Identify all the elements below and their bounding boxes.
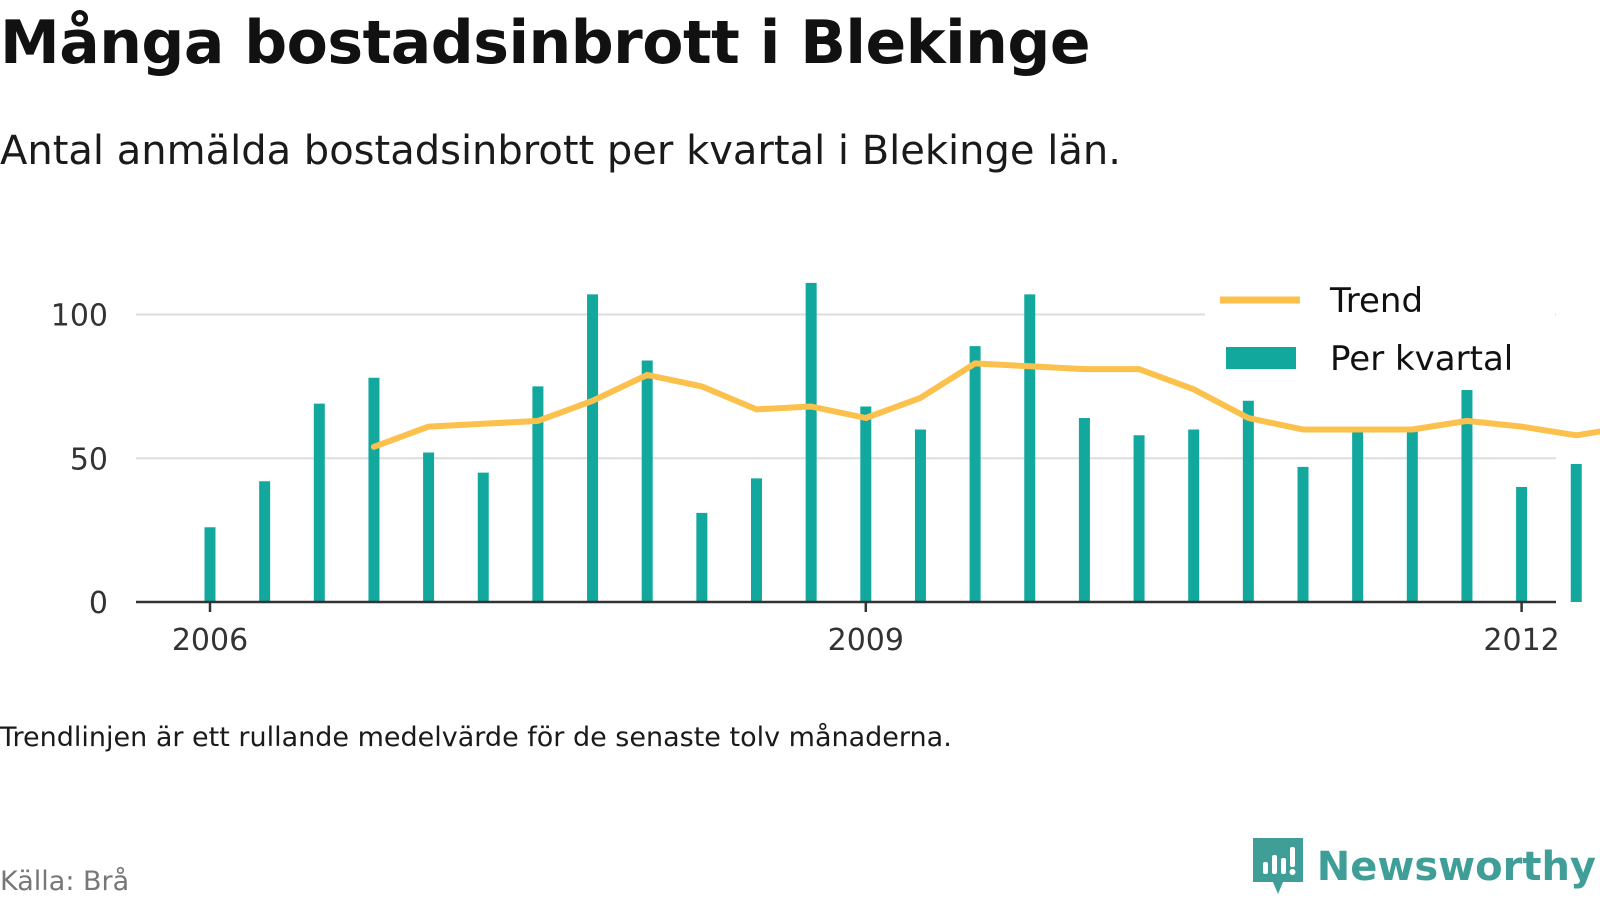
bar: [1516, 487, 1528, 602]
bar: [641, 360, 653, 602]
legend-label-bars: Per kvartal: [1330, 339, 1513, 379]
bar: [532, 386, 544, 602]
x-tick-label: 2009: [828, 623, 904, 658]
bar-series: [204, 282, 1582, 602]
bar: [751, 478, 762, 602]
bar: [259, 481, 271, 602]
brand-logo[interactable]: Newsworthy: [1252, 838, 1596, 896]
bar: [1352, 429, 1364, 602]
chart-subtitle: Antal anmälda bostadsinbrott per kvartal…: [0, 128, 1121, 174]
y-tick-label: 50: [70, 442, 108, 477]
x-tick-label: 2006: [172, 623, 248, 658]
bar: [696, 512, 708, 602]
bar: [1188, 429, 1200, 602]
bar: [805, 282, 817, 602]
bar: [477, 472, 489, 602]
brand-name: Newsworthy: [1316, 844, 1596, 890]
bar: [1242, 400, 1254, 602]
trend-series: [370, 360, 1600, 450]
bar: [1461, 372, 1473, 602]
newsworthy-logo-icon: [1252, 838, 1303, 894]
y-tick-label: 0: [89, 586, 108, 621]
bar: [1133, 435, 1145, 602]
bar: [1406, 429, 1418, 602]
bar: [1024, 294, 1036, 602]
bar: [587, 294, 599, 602]
bar: [313, 403, 325, 602]
x-tick-label: 2012: [1483, 623, 1559, 658]
bar: [1078, 418, 1090, 602]
trend-line: [370, 360, 1600, 450]
legend: Trend Per kvartal: [1205, 278, 1555, 390]
bar: [204, 527, 216, 602]
y-tick-label: 100: [51, 299, 108, 334]
bar: [423, 452, 435, 602]
bar: [914, 429, 926, 602]
legend-swatch-bars: [1226, 347, 1296, 369]
footnote: Trendlinjen är ett rullande medelvärde f…: [0, 722, 952, 753]
bar: [1570, 464, 1582, 602]
legend-label-trend: Trend: [1329, 281, 1423, 321]
bar: [1297, 466, 1309, 602]
chart-title: Många bostadsinbrott i Blekinge: [0, 8, 1091, 78]
axes: 0501002006200920122015201820212023: [51, 299, 1560, 659]
source-note: Källa: Brå: [0, 866, 130, 897]
bar: [860, 406, 872, 602]
bar: [969, 346, 981, 602]
bar: [368, 377, 380, 602]
